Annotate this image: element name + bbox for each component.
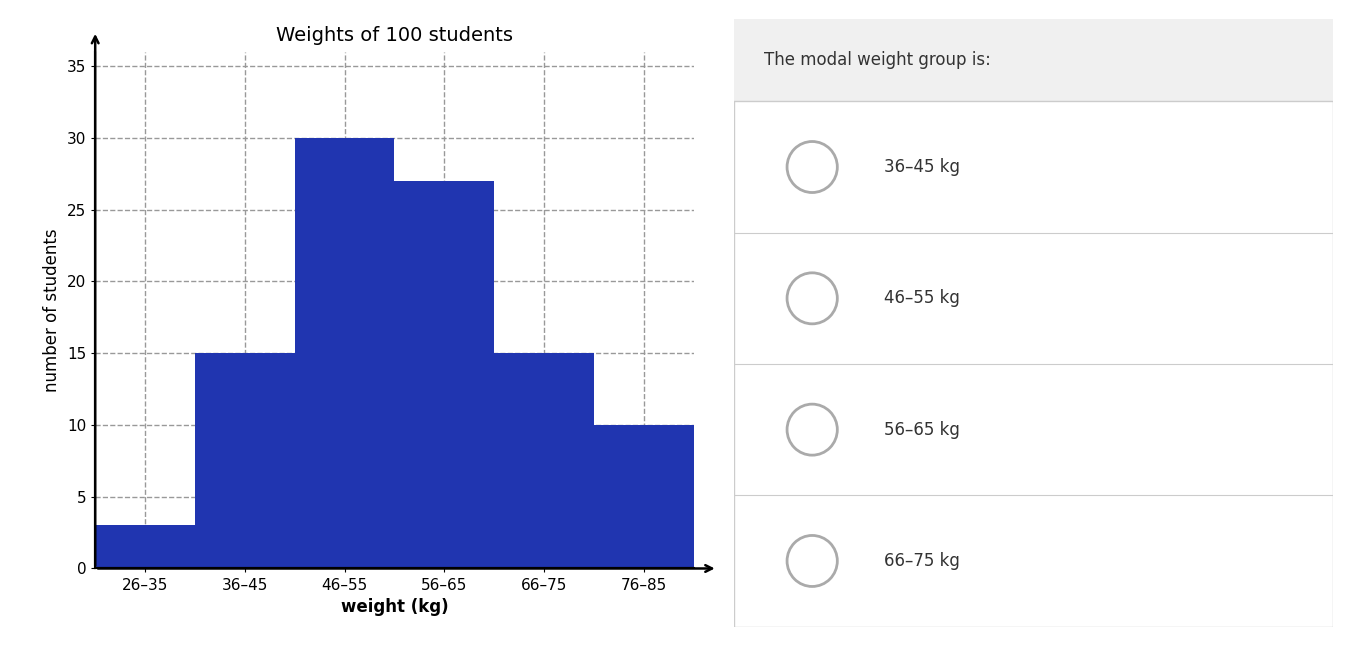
Bar <box>295 138 394 568</box>
Text: 66–75 kg: 66–75 kg <box>884 552 960 570</box>
Title: Weights of 100 students: Weights of 100 students <box>276 26 513 45</box>
Bar <box>95 525 194 568</box>
FancyBboxPatch shape <box>734 19 1333 627</box>
Text: The modal weight group is:: The modal weight group is: <box>764 52 991 69</box>
X-axis label: weight (kg): weight (kg) <box>340 598 449 616</box>
Text: 56–65 kg: 56–65 kg <box>884 421 960 439</box>
Bar <box>594 425 694 568</box>
Bar <box>194 353 295 568</box>
Bar <box>494 353 594 568</box>
FancyBboxPatch shape <box>734 19 1333 101</box>
Text: 46–55 kg: 46–55 kg <box>884 289 960 307</box>
Bar <box>394 181 494 568</box>
Text: 36–45 kg: 36–45 kg <box>884 158 960 176</box>
Y-axis label: number of students: number of students <box>44 228 61 392</box>
